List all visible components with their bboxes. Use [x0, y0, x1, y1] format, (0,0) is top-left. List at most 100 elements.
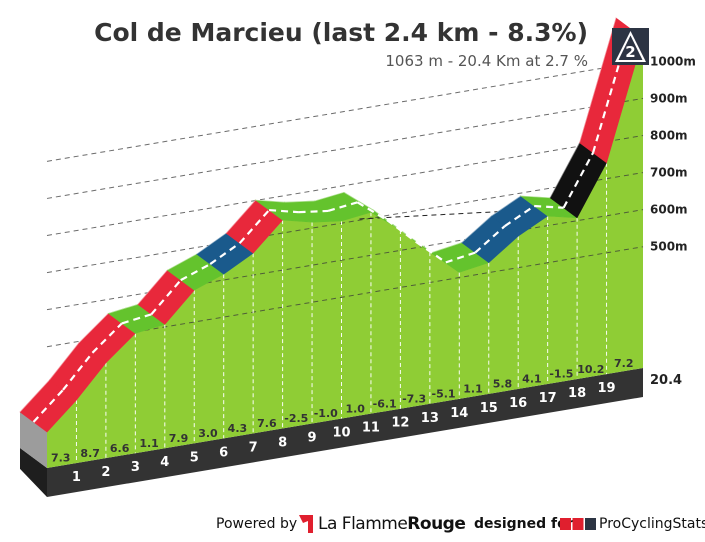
elevation-gridline-1000 — [46, 60, 644, 162]
gradient-band-centre-dash — [32, 389, 64, 423]
profile-left-face — [20, 412, 47, 468]
km-gradient-label: -1.0 — [314, 407, 338, 420]
gradient-band-edge — [314, 191, 345, 202]
footer: Powered by La FlammeRouge designed for P… — [0, 512, 705, 538]
brand-name-part-1: La Flamme — [318, 514, 408, 534]
elevation-gridline-700 — [46, 172, 644, 274]
km-marker-label: 10 — [332, 426, 350, 441]
brand-name-part-2: Rouge — [407, 514, 466, 534]
km-gradient-label: -7.3 — [402, 392, 426, 405]
gradient-band-edge — [343, 191, 374, 211]
designed-for-label: designed for — [474, 516, 574, 532]
gradient-band-centre-dash — [180, 263, 211, 282]
km-marker-label: 4 — [160, 455, 169, 470]
km-marker-label: 16 — [509, 396, 527, 411]
gradient-band-centre-dash — [356, 201, 388, 221]
km-marker-label: 6 — [219, 445, 228, 460]
gradient-band-centre-dash — [209, 242, 241, 265]
gradient-band-edge — [167, 253, 197, 271]
gradient-band-centre-dash — [415, 241, 447, 264]
km-gradient-label: 7.2 — [614, 357, 634, 370]
gradient-band-edge — [225, 199, 256, 234]
gradient-band-centre-dash — [62, 352, 94, 391]
gradient-band-centre-dash — [150, 279, 182, 316]
profile-fill-layer — [20, 38, 643, 468]
km-marker-label: 1 — [72, 470, 81, 485]
km-gradient-label: 7.9 — [169, 432, 189, 445]
elevation-gridline-900 — [46, 97, 644, 199]
gradient-band-edge — [19, 379, 50, 413]
km-gradient-label: 3.0 — [198, 427, 218, 440]
gradient-band-edge — [108, 303, 138, 314]
km-gradient-label: 5.8 — [493, 378, 513, 391]
elevation-tick-label: 600m — [650, 203, 688, 217]
gradient-band-centre-dash — [298, 209, 329, 214]
climb-badge-triangle-inner — [618, 35, 643, 60]
profile-base-plate — [47, 368, 643, 497]
gradient-band-centre-dash — [504, 205, 535, 228]
page-subtitle: 1063 m - 20.4 Km at 2.7 % — [385, 52, 588, 70]
gradient-band-edge — [255, 199, 286, 203]
km-gradient-label: 6.6 — [110, 442, 130, 455]
km-gradient-label: -5.1 — [432, 387, 456, 400]
km-marker-label: 11 — [362, 421, 380, 436]
gradient-band-edge — [579, 17, 617, 143]
gradient-band-centre-dash — [121, 313, 152, 325]
profile-base-layer — [20, 368, 643, 497]
elevation-profile-chart: 500m 600m 700m 800m 900m 1000m 7.3 8.7 6.6 1.1 7.9… — [19, 17, 696, 497]
gradient-band-centre-dash — [386, 219, 418, 243]
procyclingstats-brand[interactable]: ProCyclingStats — [599, 516, 705, 532]
pcs-logo-icon — [560, 518, 596, 530]
km-marker-label: 18 — [568, 386, 586, 401]
km-gradient-label: -1.5 — [549, 368, 573, 381]
profile-base-side — [20, 448, 47, 497]
elevation-tick-label: 700m — [650, 166, 688, 180]
profile-centre-dash-layer — [32, 27, 631, 423]
km-marker-label: 13 — [421, 411, 439, 426]
elevation-gridline-600 — [46, 209, 644, 311]
km-marker-label: 8 — [278, 435, 287, 450]
km-gradient-label: 1.0 — [345, 402, 365, 415]
elevation-gridline-800 — [46, 135, 644, 236]
km-gradient-label: 7.3 — [51, 452, 71, 465]
elevation-tick-label: 500m — [650, 240, 688, 254]
km-gradient-label: 1.1 — [139, 437, 159, 450]
km-marker-label: 19 — [598, 381, 616, 396]
km-gradient-label: 4.1 — [522, 373, 542, 386]
km-gradient-label: 1.1 — [463, 383, 483, 396]
km-marker-label: 9 — [308, 431, 317, 446]
gradient-band-centre-dash — [474, 225, 506, 254]
km-marker-label: 2 — [101, 465, 110, 480]
elevation-tick-label: 900m — [650, 91, 688, 105]
elevation-tick-label: 800m — [650, 129, 688, 143]
climb-category-label: 2 — [625, 43, 635, 61]
powered-by-label: Powered by — [216, 516, 298, 532]
profile-fill-area — [47, 38, 643, 468]
la-flamme-rouge-brand[interactable]: La FlammeRouge — [318, 514, 466, 534]
km-marker-label: 12 — [391, 416, 409, 431]
gradient-band-centre-dash — [327, 201, 358, 212]
gradient-band-edge — [49, 342, 80, 381]
gradient-band-edge — [461, 215, 492, 243]
km-gradient-label: 7.6 — [257, 417, 277, 430]
gradient-band-centre-dash — [91, 322, 123, 354]
gradient-band-edge — [432, 242, 462, 253]
km-marker-label: 14 — [450, 406, 468, 421]
gradient-band-edge — [549, 142, 580, 198]
gradient-band-centre-dash — [269, 208, 299, 214]
elevation-tick-label: 1000m — [650, 54, 696, 68]
km-marker-label: 7 — [249, 440, 258, 455]
gradient-band-centre-dash — [534, 204, 564, 209]
gradient-band-centre-dash — [562, 152, 595, 209]
km-gradient-label: 4.3 — [228, 422, 248, 435]
gradient-band-edge — [78, 313, 109, 344]
km-gradient-label: 8.7 — [80, 447, 100, 460]
page-title: Col de Marcieu (last 2.4 km - 8.3%) — [94, 18, 588, 47]
km-marker-label: 3 — [131, 460, 140, 475]
km-gradient-label: 10.2 — [577, 363, 604, 376]
climb-marker: 2 — [612, 28, 649, 65]
gradient-band-edge — [520, 195, 551, 199]
gradient-band-edge — [196, 232, 227, 255]
km-gradient-label: -6.1 — [373, 397, 397, 410]
gradient-band-edge — [137, 269, 168, 305]
